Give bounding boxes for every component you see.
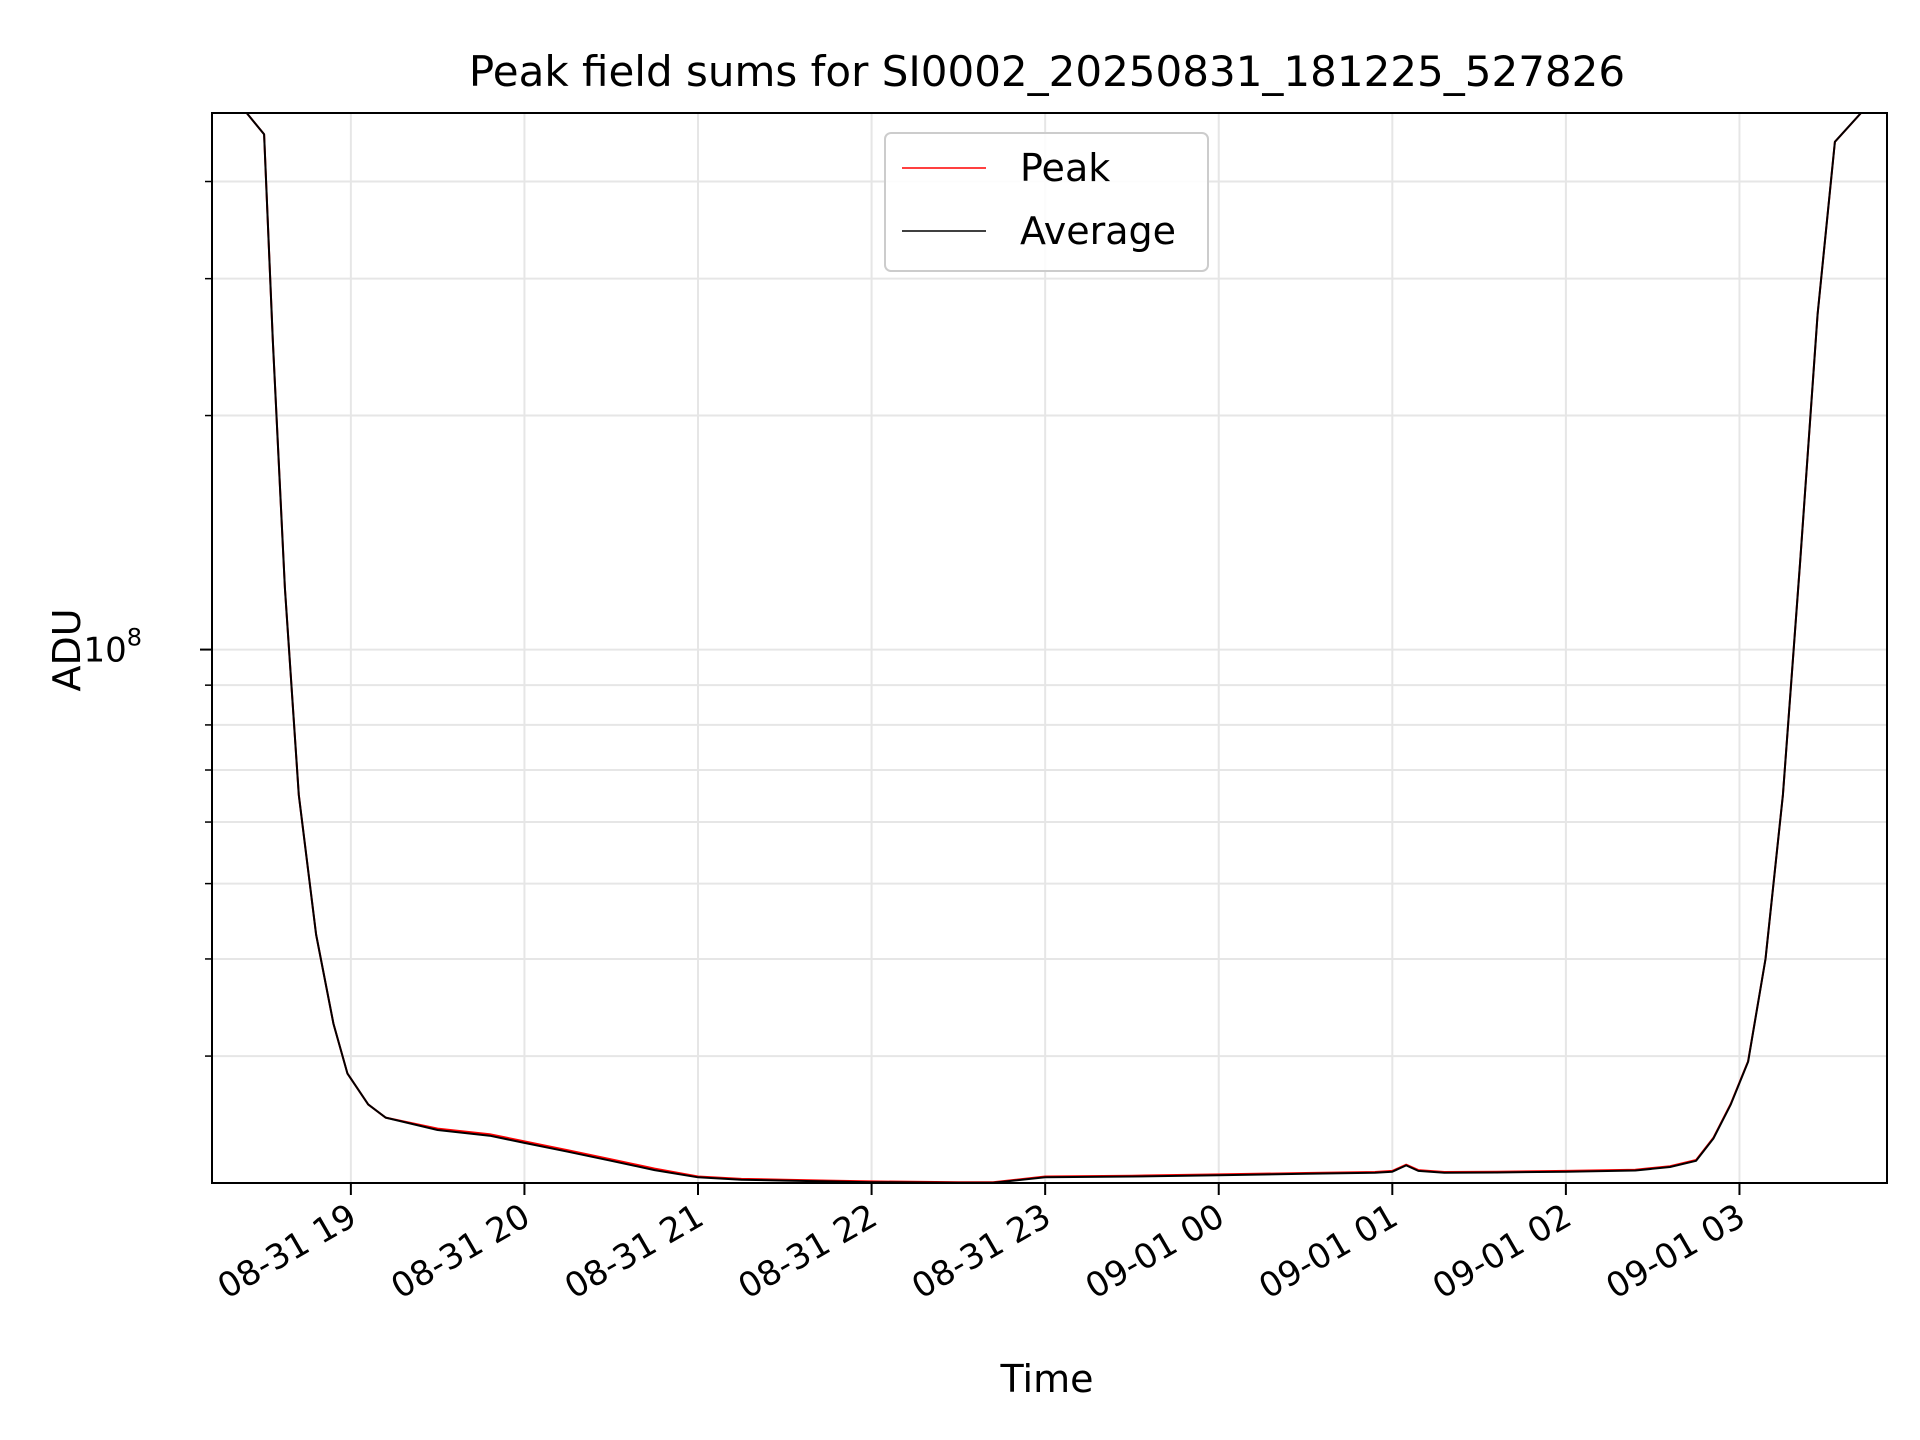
y-axis: 108 xyxy=(83,180,212,1057)
series-layer xyxy=(212,113,1887,1183)
legend-label-average: Average xyxy=(1020,209,1176,253)
x-axis-label: Time xyxy=(1000,1357,1094,1401)
y-tick-label: 108 xyxy=(83,624,142,671)
plot-area xyxy=(212,113,1887,1183)
series-line-average xyxy=(212,113,1887,1183)
y-axis-label: ADU xyxy=(45,608,89,691)
grid xyxy=(212,113,1887,1183)
chart-title: Peak field sums for SI0002_20250831_1812… xyxy=(469,47,1625,96)
legend-label-peak: Peak xyxy=(1020,146,1110,190)
legend: Peak Average xyxy=(884,132,1209,272)
plot-frame xyxy=(211,112,1888,1184)
